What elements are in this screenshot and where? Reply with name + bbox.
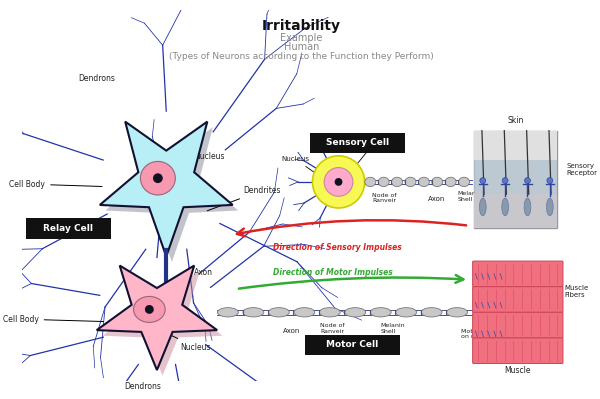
Text: Sensory Cell: Sensory Cell [326,138,389,147]
Ellipse shape [502,198,508,216]
Circle shape [153,173,163,183]
Ellipse shape [547,198,553,216]
Text: Example: Example [280,33,322,43]
FancyBboxPatch shape [310,132,404,153]
Text: Motor endings
on muscle fibers: Motor endings on muscle fibers [461,328,514,340]
Ellipse shape [268,308,289,317]
Ellipse shape [432,177,443,187]
Text: Direction of Motor Impulses: Direction of Motor Impulses [274,268,393,277]
Text: Muscle
Fibers: Muscle Fibers [565,285,589,298]
Ellipse shape [396,308,416,317]
Text: Nucleus: Nucleus [164,152,224,177]
Ellipse shape [217,308,238,317]
Text: Sensory
Receptor: Sensory Receptor [566,163,598,176]
Circle shape [547,178,553,184]
Text: Axon: Axon [173,268,213,279]
Text: Muscle: Muscle [505,366,531,375]
Polygon shape [102,271,223,375]
Circle shape [313,156,365,208]
Ellipse shape [319,308,340,317]
FancyBboxPatch shape [473,312,563,338]
Ellipse shape [294,308,315,317]
Text: Nucleus: Nucleus [155,328,211,352]
Polygon shape [97,266,217,370]
Ellipse shape [392,177,403,187]
Ellipse shape [421,308,442,317]
Ellipse shape [479,198,486,216]
FancyBboxPatch shape [26,218,112,239]
Circle shape [524,178,530,184]
Ellipse shape [378,177,389,187]
Text: Irritability: Irritability [262,19,341,33]
Text: Melanin
Shell: Melanin Shell [458,191,482,201]
FancyBboxPatch shape [305,335,400,355]
Text: Nucleus: Nucleus [281,156,328,182]
Text: Axon: Axon [428,196,445,201]
Text: Relay Cell: Relay Cell [43,224,94,233]
Circle shape [480,178,486,184]
Text: Cell Body: Cell Body [3,314,103,324]
FancyBboxPatch shape [473,287,563,312]
Ellipse shape [405,177,416,187]
Text: Axon: Axon [283,328,300,334]
Ellipse shape [365,177,376,187]
Ellipse shape [243,308,264,317]
Ellipse shape [524,198,531,216]
Circle shape [145,305,154,314]
Text: Dendrons: Dendrons [125,382,161,391]
FancyBboxPatch shape [473,261,563,287]
Bar [473,131,557,229]
Text: Node of
Ranveir: Node of Ranveir [372,193,397,203]
Ellipse shape [445,177,456,187]
Bar [473,131,557,160]
Text: Dendrites: Dendrites [207,186,281,211]
Bar [473,160,557,194]
Circle shape [335,178,343,186]
Text: Cell Body: Cell Body [351,138,392,172]
Text: (Types of Neurons according to the Function they Perform): (Types of Neurons according to the Funct… [169,51,434,61]
Text: Node of
Ranveir: Node of Ranveir [320,323,344,334]
Ellipse shape [370,308,391,317]
Text: Dendrons: Dendrons [78,74,115,83]
FancyBboxPatch shape [473,338,563,363]
Text: Motor Cell: Motor Cell [326,340,379,350]
Polygon shape [100,122,233,257]
Text: Human: Human [284,42,319,52]
Circle shape [324,168,353,196]
Ellipse shape [446,308,467,317]
Ellipse shape [140,162,175,195]
Text: Cell Body: Cell Body [10,180,102,189]
Text: Direction of Sensory Impulses: Direction of Sensory Impulses [274,243,402,252]
Ellipse shape [134,296,165,322]
Ellipse shape [458,177,469,187]
Text: Skin: Skin [507,116,524,125]
Circle shape [502,178,508,184]
Ellipse shape [418,177,430,187]
Bar [473,194,557,229]
Text: Melanin
Shell: Melanin Shell [380,323,405,334]
Polygon shape [106,127,238,262]
Ellipse shape [345,308,365,317]
